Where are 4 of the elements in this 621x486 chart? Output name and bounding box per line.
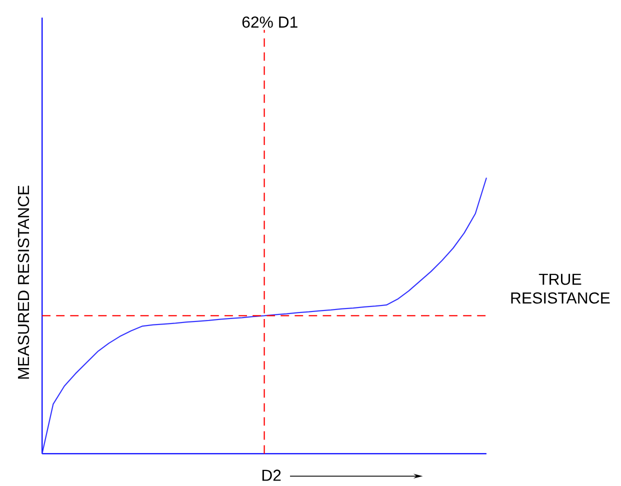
text: 62% D1: [242, 16, 298, 28]
ref-line-label: TRUE RESISTANCE: [511, 274, 610, 304]
x-axis-title: D2: [262, 470, 281, 481]
y-axis-title: MEASURED RESISTANCE: [18, 186, 30, 379]
